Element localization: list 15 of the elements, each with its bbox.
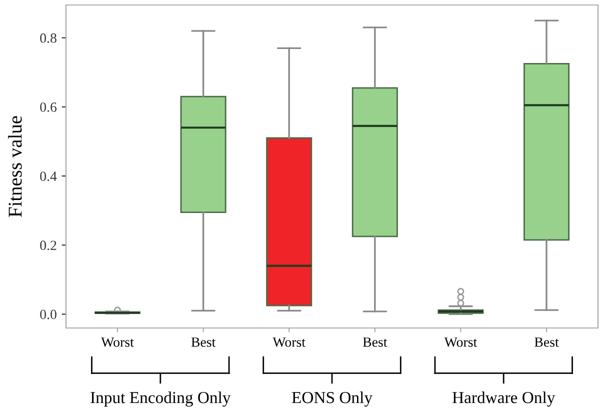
x-tick-label: Best	[534, 338, 559, 347]
text: Input Encoding Only	[90, 391, 231, 407]
y-tick-label: 0.4	[40, 172, 57, 182]
y-tick-label: 0.8	[40, 33, 56, 43]
x-tick-label: Best	[362, 338, 388, 347]
text: EONS Only	[292, 391, 372, 407]
y-tick-label: 0.2	[40, 240, 56, 250]
x-tick-label: Best	[191, 338, 216, 347]
y-tick-label: 0.6	[40, 102, 57, 112]
x-tick-label: Worst	[444, 338, 478, 347]
x-tick-label: Worst	[272, 338, 306, 347]
text: Hardware Only	[452, 391, 556, 407]
y-tick-label: 0.0	[40, 310, 56, 320]
y-axis-title: Fitness value	[8, 116, 22, 217]
x-tick-label: Worst	[101, 338, 134, 347]
